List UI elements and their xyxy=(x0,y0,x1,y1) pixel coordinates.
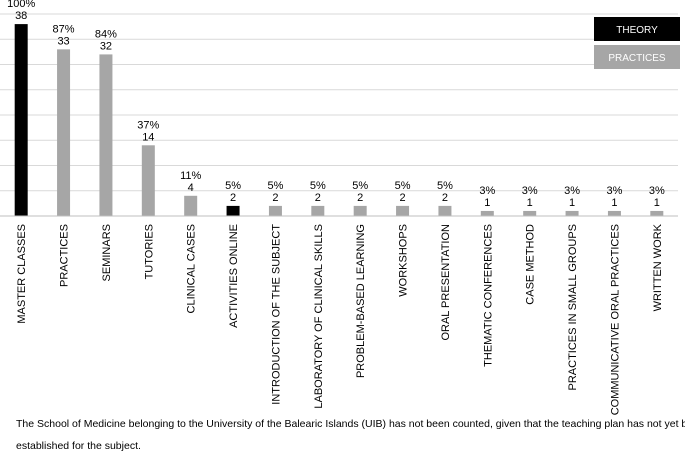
bar xyxy=(141,145,155,216)
value-label: 1 xyxy=(569,197,575,209)
bar xyxy=(99,54,113,217)
value-label: 14 xyxy=(142,131,154,143)
value-label: 2 xyxy=(400,192,406,204)
x-tick-label: MASTER CLASSES xyxy=(16,224,28,324)
x-tick-label: LABORATORY OF CLINICAL SKILLS xyxy=(313,224,325,409)
bar xyxy=(607,210,621,216)
note: The School of Medicine belonging to the … xyxy=(16,418,685,430)
percent-label: 11% xyxy=(180,170,201,182)
value-label: 2 xyxy=(357,192,363,204)
note: established for the subject. xyxy=(16,440,141,452)
value-label: 2 xyxy=(230,192,236,204)
bar xyxy=(311,205,325,216)
value-label: 1 xyxy=(527,197,533,209)
percent-label: 5% xyxy=(352,180,368,192)
value-label: 33 xyxy=(57,35,69,47)
x-tick-label: ORAL PRESENTATION xyxy=(440,224,452,341)
x-tick-label: PRACTICES IN SMALL GROUPS xyxy=(567,224,579,390)
x-tick-label: SEMINARS xyxy=(101,224,113,281)
value-label: 1 xyxy=(484,197,490,209)
legend-label: PRACTICES xyxy=(608,53,666,64)
bar xyxy=(438,205,452,216)
x-tick-label: INTRODUCTION OF THE SUBJECT xyxy=(270,224,282,405)
percent-label: 3% xyxy=(479,185,495,197)
x-tick-label: PROBLEM-BASED LEARNING xyxy=(355,224,367,378)
bar xyxy=(226,205,240,216)
x-tick-label: CLINICAL CASES xyxy=(186,224,198,313)
x-tick-label: COMMUNICATIVE ORAL PRACTICES xyxy=(609,224,621,415)
value-label: 2 xyxy=(442,192,448,204)
x-tick-label: WORKSHOPS xyxy=(398,224,410,297)
x-tick-label: TUTORIES xyxy=(143,224,155,279)
bar xyxy=(57,49,71,216)
percent-label: 3% xyxy=(522,185,538,197)
x-tick-label: PRACTICES xyxy=(59,224,71,287)
bar xyxy=(565,210,579,216)
legend-swatch xyxy=(594,17,680,41)
percent-label: 84% xyxy=(95,28,117,40)
percent-label: 37% xyxy=(137,119,159,131)
bar xyxy=(523,210,537,216)
bar xyxy=(268,205,282,216)
value-label: 38 xyxy=(15,10,27,22)
percent-label: 87% xyxy=(53,23,75,35)
percent-label: 3% xyxy=(606,185,622,197)
percent-label: 5% xyxy=(437,180,453,192)
x-tick-label: THEMATIC CONFERENCES xyxy=(482,224,494,367)
value-label: 1 xyxy=(654,197,660,209)
percent-label: 100% xyxy=(7,0,35,10)
legend-label: THEORY xyxy=(616,25,658,36)
percent-label: 5% xyxy=(267,180,283,192)
x-tick-label: ACTIVITIES ONLINE xyxy=(228,224,240,328)
bar xyxy=(184,195,198,216)
x-tick-label: WRITTEN WORK xyxy=(652,223,664,311)
value-label: 2 xyxy=(272,192,278,204)
legend-swatch xyxy=(594,45,680,69)
bar xyxy=(480,210,494,216)
value-label: 2 xyxy=(315,192,321,204)
value-label: 1 xyxy=(611,197,617,209)
bar xyxy=(14,24,28,216)
x-tick-label: CASE METHOD xyxy=(525,224,537,305)
value-label: 32 xyxy=(100,40,112,52)
percent-label: 3% xyxy=(564,185,580,197)
percent-label: 5% xyxy=(225,180,241,192)
value-label: 4 xyxy=(188,182,194,194)
percent-label: 3% xyxy=(649,185,665,197)
bar xyxy=(650,210,664,216)
percent-label: 5% xyxy=(395,180,411,192)
bar xyxy=(396,205,410,216)
bar xyxy=(353,205,367,216)
percent-label: 5% xyxy=(310,180,326,192)
